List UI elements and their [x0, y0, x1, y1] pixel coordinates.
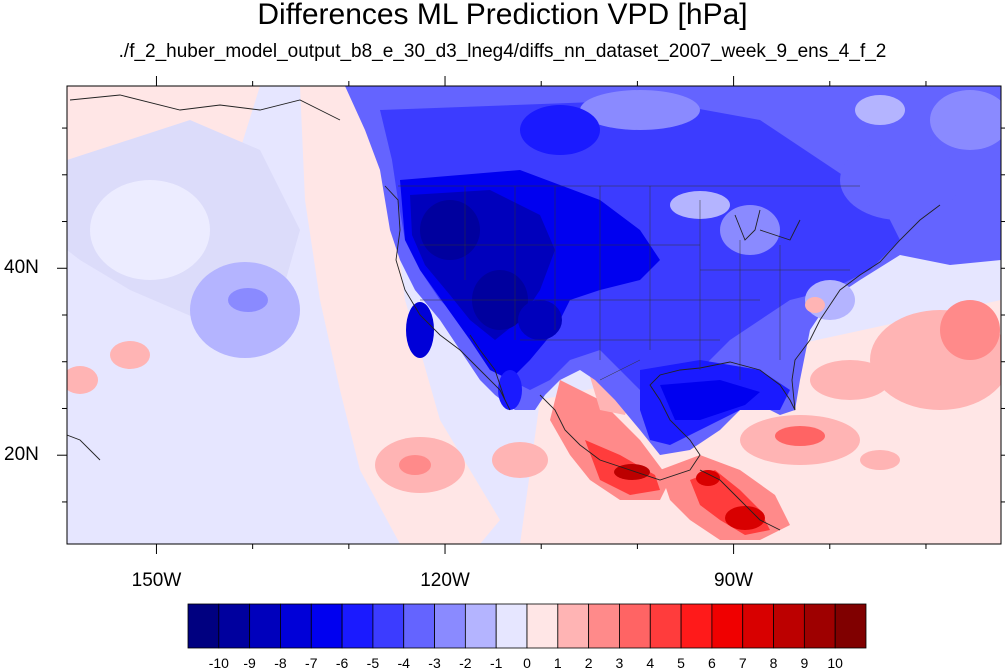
- axis-ticks: [57, 76, 1005, 554]
- map-title: Differences ML Prediction VPD [hPa]: [257, 0, 748, 31]
- colorbar-swatch: [803, 603, 836, 649]
- colorbar-level-label: 9: [800, 655, 809, 671]
- vpd-difference-field: [67, 86, 1001, 544]
- colorbar-level-label: 10: [827, 655, 843, 671]
- colorbar-level-label: 8: [769, 655, 778, 671]
- colorbar-level-label: -1: [489, 655, 503, 671]
- colorbar-level-label: 6: [708, 655, 716, 671]
- colorbar-swatch: [773, 603, 805, 649]
- map-subtitle: ./f_2_huber_model_output_b8_e_30_d3_lneg…: [118, 41, 887, 62]
- colorbar-level-label: -3: [428, 655, 441, 671]
- colorbar-level-label: -9: [243, 655, 256, 671]
- colorbar-swatch: [619, 603, 651, 649]
- colorbar-swatch: [218, 603, 251, 649]
- colorbar-swatch: [310, 603, 343, 649]
- colorbar-level-label: 5: [677, 655, 685, 671]
- colorbar-level-label: -10: [208, 655, 229, 671]
- colorbar-swatch: [280, 603, 312, 649]
- colorbar-swatch: [557, 603, 590, 649]
- colorbar-level-label: -2: [459, 655, 472, 671]
- colorbar-swatch: [680, 603, 713, 649]
- colorbar: [187, 603, 867, 649]
- longitude-tick-label: 90W: [714, 570, 754, 591]
- colorbar-level-label: 2: [584, 655, 593, 671]
- colorbar-level-label: -8: [274, 655, 287, 671]
- state-borders: [398, 185, 860, 381]
- colorbar-swatch: [341, 603, 374, 649]
- colorbar-level-label: -7: [305, 655, 318, 671]
- latitude-tick-label: 20N: [4, 444, 39, 466]
- colorbar-swatch: [495, 603, 528, 649]
- colorbar-swatch: [834, 603, 867, 649]
- colorbar-swatch: [711, 603, 744, 649]
- latitude-tick-label: 40N: [4, 257, 39, 279]
- colorbar-swatch: [249, 603, 281, 649]
- longitude-tick-label: 150W: [131, 570, 182, 591]
- colorbar-swatch: [434, 603, 466, 649]
- colorbar-level-label: 0: [523, 655, 531, 671]
- colorbar-swatch: [588, 603, 620, 649]
- colorbar-level-label: -5: [366, 655, 380, 671]
- longitude-tick-label: 120W: [420, 570, 470, 591]
- colorbar-swatch: [464, 603, 497, 649]
- coastlines: [67, 94, 941, 531]
- colorbar-level-label: 1: [553, 655, 562, 671]
- colorbar-swatch: [526, 603, 559, 649]
- colorbar-swatch: [187, 603, 220, 649]
- colorbar-swatch: [403, 603, 435, 649]
- colorbar-level-label: -6: [335, 655, 349, 671]
- colorbar-swatch: [372, 603, 405, 649]
- colorbar-level-label: 7: [738, 655, 747, 671]
- colorbar-level-label: 4: [646, 655, 655, 671]
- colorbar-swatch: [649, 603, 682, 649]
- colorbar-swatch: [742, 603, 774, 649]
- colorbar-level-label: 3: [615, 655, 624, 671]
- colorbar-level-label: -4: [397, 655, 410, 671]
